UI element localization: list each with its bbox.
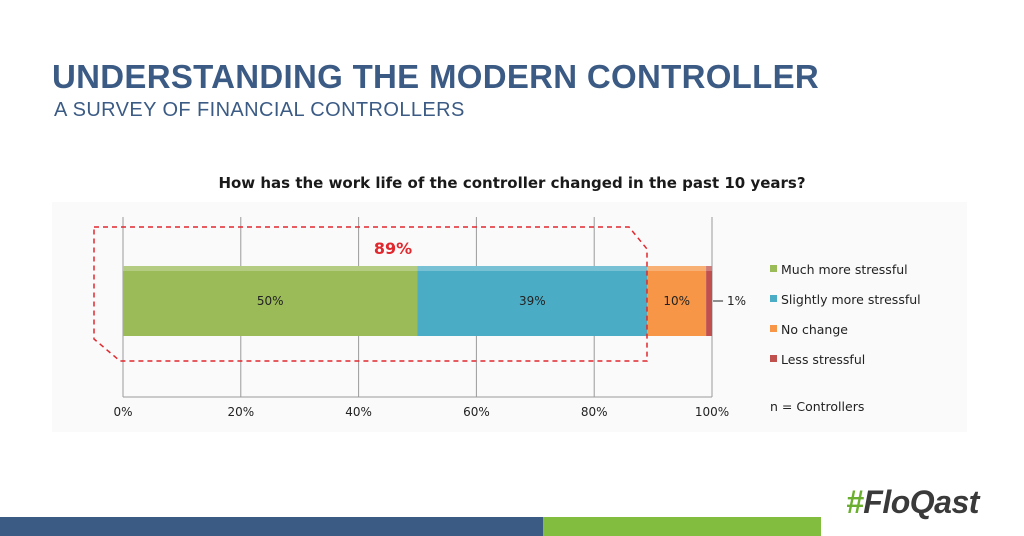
- footer-bar-green: [543, 517, 821, 536]
- x-tick-label: 0%: [113, 405, 132, 419]
- page-subtitle: A SURVEY OF FINANCIAL CONTROLLERS: [54, 99, 465, 121]
- bar-segment-highlight: [706, 266, 712, 271]
- chart-title: How has the work life of the controller …: [218, 174, 806, 192]
- bar-segment: [706, 266, 712, 336]
- x-tick-label: 80%: [581, 405, 608, 419]
- chart-note: n = Controllers: [770, 399, 864, 414]
- logo-hash-icon: #: [846, 484, 864, 520]
- legend-label: Slightly more stressful: [781, 292, 921, 307]
- page-title: UNDERSTANDING THE MODERN CONTROLLER: [52, 58, 820, 95]
- data-label: 10%: [663, 294, 690, 308]
- data-label: 39%: [519, 294, 546, 308]
- legend-label: No change: [781, 322, 848, 337]
- bar-segment: [417, 266, 648, 336]
- logo-text: FloQast: [863, 484, 979, 520]
- legend-swatch: [770, 355, 777, 362]
- bar-segment-highlight: [123, 266, 418, 271]
- data-label: 50%: [257, 294, 284, 308]
- bar-segment-highlight: [417, 266, 648, 271]
- legend-label: Much more stressful: [781, 262, 908, 277]
- annotation-outline: [93, 226, 648, 362]
- x-tick-label: 100%: [695, 405, 729, 419]
- legend-swatch: [770, 265, 777, 272]
- data-label: 1%: [727, 294, 746, 308]
- x-tick-label: 20%: [227, 405, 254, 419]
- x-tick-label: 40%: [345, 405, 372, 419]
- legend-swatch: [770, 325, 777, 332]
- x-tick-label: 60%: [463, 405, 490, 419]
- footer-bar-blue: [0, 517, 543, 536]
- bar-segment-highlight: [647, 266, 707, 271]
- bar-segment: [647, 266, 707, 336]
- bar-segment: [123, 266, 418, 336]
- legend-label: Less stressful: [781, 352, 865, 367]
- floqast-logo: #FloQast: [846, 484, 979, 521]
- annotation-label: 89%: [374, 239, 412, 258]
- legend-swatch: [770, 295, 777, 302]
